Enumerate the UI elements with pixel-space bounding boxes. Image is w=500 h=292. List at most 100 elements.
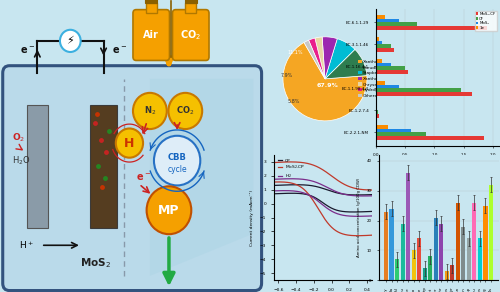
Text: MP: MP	[158, 204, 180, 217]
Bar	[376, 125, 388, 128]
H$_2$	[282, 189, 288, 192]
Bar	[376, 48, 394, 52]
Text: cycle: cycle	[168, 165, 187, 174]
Y-axis label: Amino acid concentration (g/100g CDW): Amino acid concentration (g/100g CDW)	[357, 178, 361, 257]
Bar	[450, 265, 454, 280]
Text: H$^+$: H$^+$	[18, 239, 33, 251]
Circle shape	[154, 136, 200, 185]
Bar	[376, 92, 472, 96]
Bar	[376, 88, 460, 92]
Text: O$_2$: O$_2$	[12, 131, 26, 144]
Polygon shape	[150, 79, 254, 276]
H$_2$	[271, 189, 277, 193]
Bar	[376, 41, 382, 44]
Wedge shape	[283, 42, 367, 121]
Bar	[456, 203, 460, 280]
Bar	[478, 239, 482, 280]
Bar	[376, 85, 400, 88]
Wedge shape	[304, 40, 325, 79]
Bar	[376, 70, 408, 74]
Bar	[439, 223, 444, 280]
Text: ⚡: ⚡	[66, 36, 74, 46]
MoS$_2$-CP	[318, 212, 324, 215]
Circle shape	[60, 30, 80, 52]
CP	[368, 210, 374, 213]
Bar	[376, 44, 390, 48]
Bar	[462, 227, 466, 280]
CP	[366, 210, 372, 213]
Bar	[376, 110, 378, 114]
CP	[318, 200, 324, 203]
Circle shape	[133, 93, 167, 129]
Y-axis label: Current density (mAcm⁻¹): Current density (mAcm⁻¹)	[250, 190, 254, 246]
CP	[352, 210, 358, 214]
Bar	[376, 128, 411, 132]
Bar	[376, 136, 484, 140]
Bar	[400, 223, 404, 280]
H$_2$	[329, 210, 335, 213]
FancyBboxPatch shape	[2, 66, 262, 291]
CP	[318, 199, 324, 203]
CP	[350, 210, 356, 214]
Line: MoS$_2$-CP: MoS$_2$-CP	[274, 182, 372, 236]
Bar	[467, 239, 471, 280]
Text: e$^-$: e$^-$	[20, 45, 36, 56]
Bar	[412, 251, 416, 280]
Bar	[376, 15, 385, 19]
Bar	[376, 26, 487, 30]
Circle shape	[146, 186, 192, 234]
MoS$_2$-CP	[355, 234, 361, 237]
Legend: MoS₂-CF, CF, MoS₂, 1e: MoS₂-CF, CF, MoS₂, 1e	[475, 11, 496, 31]
Bar	[376, 81, 385, 85]
Bar	[376, 22, 417, 26]
Text: MoS$_2$: MoS$_2$	[80, 256, 111, 270]
Bar	[146, 3, 156, 13]
Wedge shape	[315, 37, 325, 79]
H$_2$	[354, 215, 360, 218]
Bar	[428, 256, 432, 280]
FancyBboxPatch shape	[90, 105, 117, 228]
MoS$_2$-CP	[368, 233, 374, 237]
Bar	[376, 66, 405, 70]
FancyBboxPatch shape	[133, 10, 170, 60]
H$_2$	[351, 215, 357, 218]
CP	[271, 192, 277, 196]
X-axis label: Relative abundance (%): Relative abundance (%)	[411, 163, 464, 166]
Text: 67.9%: 67.9%	[316, 83, 338, 88]
Text: 5.8%: 5.8%	[288, 100, 300, 105]
Bar	[489, 185, 493, 280]
Bar	[186, 3, 196, 13]
Bar	[376, 19, 400, 22]
H$_2$	[318, 202, 324, 205]
MoS$_2$-CP	[366, 234, 372, 237]
Line: CP: CP	[274, 193, 372, 212]
Legend: Xanthobacter, Pseudomonas, Stapbaya, Xanthobacteraceae, Chryseobacterium, Hydrog: Xanthobacter, Pseudomonas, Stapbaya, Xan…	[356, 58, 407, 100]
H$_2$	[366, 214, 372, 218]
MoS$_2$-CP	[271, 180, 277, 184]
Bar	[406, 173, 410, 280]
Bar	[145, 0, 157, 3]
Bar	[484, 206, 488, 280]
H$_2$	[318, 201, 324, 205]
Bar	[472, 203, 476, 280]
MoS$_2$-CP	[318, 211, 324, 214]
Bar	[434, 218, 438, 280]
CP	[324, 204, 330, 207]
Text: 11.1%: 11.1%	[287, 50, 302, 55]
Circle shape	[116, 128, 143, 158]
CP	[329, 207, 335, 210]
FancyBboxPatch shape	[172, 10, 209, 60]
MoS$_2$-CP	[276, 180, 282, 184]
Text: CO$_2$: CO$_2$	[176, 105, 195, 117]
Bar	[417, 239, 421, 280]
Text: CO$_2$: CO$_2$	[180, 28, 202, 42]
Wedge shape	[308, 38, 325, 79]
Text: H: H	[124, 137, 134, 150]
Text: H$_2$O: H$_2$O	[12, 154, 31, 167]
FancyBboxPatch shape	[27, 105, 48, 228]
Bar	[444, 271, 449, 280]
Text: 7.9%: 7.9%	[280, 73, 292, 78]
Bar	[376, 132, 426, 136]
Bar	[376, 59, 382, 63]
Text: CBB: CBB	[168, 153, 186, 162]
